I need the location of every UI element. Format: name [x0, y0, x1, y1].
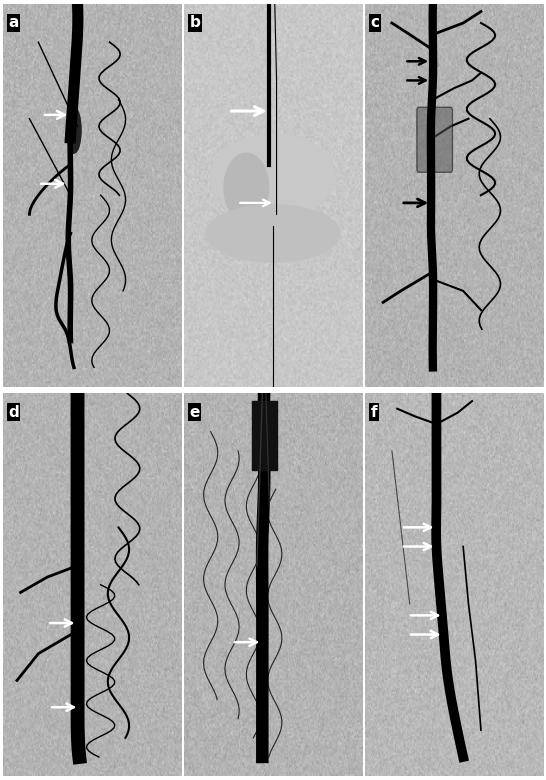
Ellipse shape	[224, 153, 269, 222]
Ellipse shape	[206, 205, 340, 262]
Text: d: d	[8, 405, 19, 420]
Ellipse shape	[211, 134, 335, 218]
FancyBboxPatch shape	[417, 107, 453, 172]
Text: a: a	[8, 16, 19, 30]
Bar	[252, 401, 277, 470]
Text: b: b	[189, 16, 200, 30]
Ellipse shape	[67, 107, 81, 153]
Text: c: c	[371, 16, 379, 30]
Text: f: f	[371, 405, 377, 420]
Text: e: e	[189, 405, 200, 420]
